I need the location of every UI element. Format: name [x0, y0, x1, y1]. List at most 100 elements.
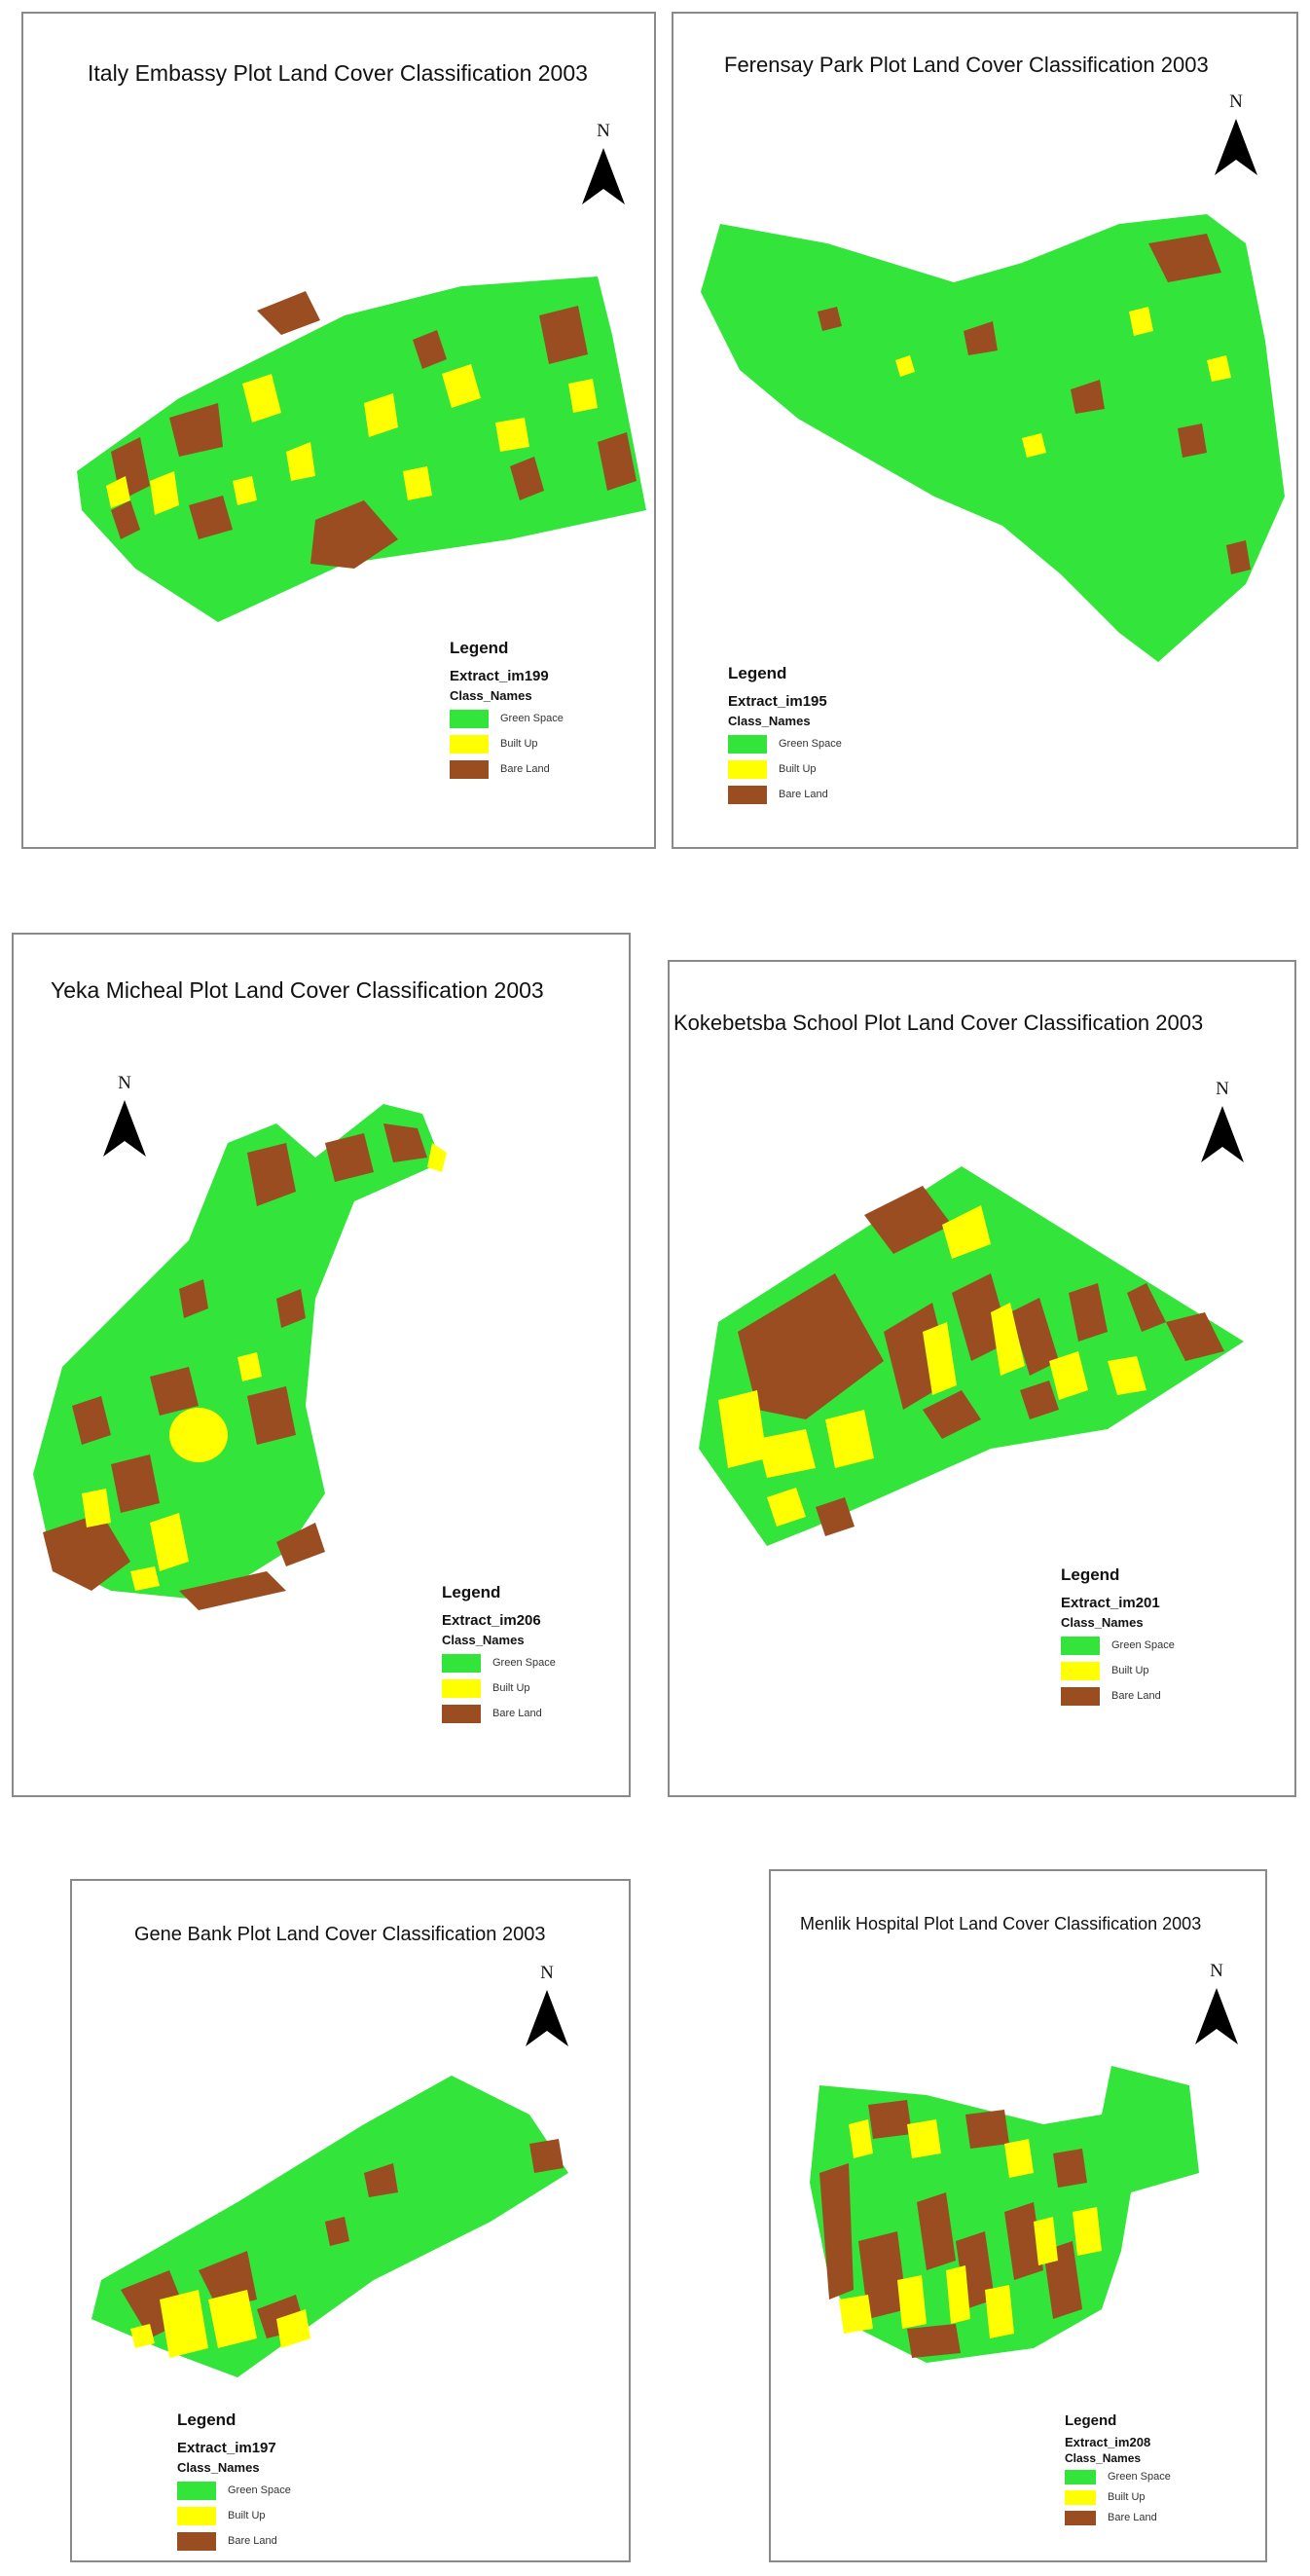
- north-arrow-icon: [526, 1990, 568, 2046]
- legend-label: Bare Land: [500, 763, 550, 775]
- map-panel-menlik-hospital: Menlik Hospital Plot Land Cover Classifi…: [769, 1869, 1267, 2562]
- map-panel-kokebetsba-school: Kokebetsba School Plot Land Cover Classi…: [668, 960, 1296, 1797]
- map-legend: Legend Extract_im206 Class_Names Green S…: [442, 1583, 556, 1723]
- north-label: N: [597, 121, 610, 141]
- legend-field-name: Class_Names: [1061, 1615, 1144, 1630]
- north-label: N: [1216, 1079, 1229, 1099]
- legend-layer-name: Extract_im206: [442, 1612, 541, 1629]
- legend-field-name: Class_Names: [728, 714, 811, 728]
- legend-label: Built Up: [500, 738, 538, 750]
- legend-layer-name: Extract_im199: [450, 668, 549, 684]
- north-arrow: N: [526, 1963, 568, 2056]
- map-legend: Legend Extract_im208 Class_Names Green S…: [1065, 2412, 1171, 2526]
- legend-layer-name: Extract_im195: [728, 693, 827, 710]
- land-cover-map: [77, 276, 646, 622]
- legend-swatch: [1065, 2469, 1096, 2484]
- legend-item: Bare Land: [177, 2531, 291, 2551]
- legend-swatch: [728, 785, 767, 804]
- legend-layer-name: Extract_im208: [1065, 2435, 1151, 2449]
- legend-field-name: Class_Names: [1065, 2451, 1142, 2465]
- legend-field-name: Class_Names: [177, 2460, 260, 2475]
- legend-swatch: [450, 734, 489, 754]
- legend-label: Built Up: [1108, 2491, 1146, 2503]
- legend-title: Legend: [1061, 1565, 1120, 1584]
- north-arrow: N: [103, 1073, 146, 1166]
- legend-label: Bare Land: [228, 2535, 277, 2547]
- legend-swatch: [728, 734, 767, 754]
- map-title: Yeka Micheal Plot Land Cover Classificat…: [51, 977, 544, 1003]
- legend-item: Bare Land: [728, 785, 842, 804]
- legend-title: Legend: [1065, 2412, 1117, 2429]
- legend-label: Bare Land: [492, 1708, 542, 1719]
- legend-item: Built Up: [728, 759, 842, 779]
- legend-title: Legend: [177, 2410, 237, 2429]
- north-label: N: [118, 1073, 131, 1093]
- legend-layer-name: Extract_im201: [1061, 1595, 1160, 1611]
- map-legend: Legend Extract_im195 Class_Names Green S…: [728, 664, 842, 804]
- north-label: N: [1210, 1961, 1223, 1981]
- legend-label: Bare Land: [779, 789, 828, 800]
- legend-swatch: [450, 759, 489, 779]
- legend-swatch: [1065, 2510, 1096, 2525]
- north-arrow: N: [1195, 1961, 1238, 2054]
- legend-label: Bare Land: [1108, 2512, 1157, 2523]
- legend-label: Built Up: [1111, 1665, 1149, 1676]
- legend-item: Green Space: [1061, 1636, 1175, 1655]
- land-cover-map: [699, 1166, 1244, 1546]
- legend-label: Green Space: [779, 738, 842, 750]
- legend-field-name: Class_Names: [442, 1633, 525, 1647]
- legend-swatch: [442, 1704, 481, 1723]
- north-arrow: N: [582, 121, 625, 214]
- map-title: Gene Bank Plot Land Cover Classification…: [134, 1924, 546, 1945]
- legend-swatch: [442, 1653, 481, 1673]
- legend-label: Built Up: [492, 1682, 530, 1694]
- legend-swatch: [177, 2481, 216, 2500]
- legend-swatch: [177, 2506, 216, 2525]
- legend-swatch: [728, 759, 767, 779]
- map-title: Ferensay Park Plot Land Cover Classifica…: [724, 53, 1209, 77]
- legend-title: Legend: [442, 1583, 501, 1601]
- map-title: Italy Embassy Plot Land Cover Classifica…: [88, 60, 588, 86]
- legend-item: Built Up: [1061, 1661, 1175, 1680]
- map-panel-italy-embassy: Italy Embassy Plot Land Cover Classifica…: [21, 12, 656, 849]
- legend-item: Green Space: [728, 734, 842, 754]
- legend-item: Built Up: [450, 734, 564, 754]
- legend-item: Bare Land: [1065, 2509, 1171, 2526]
- land-cover-map: [91, 2076, 568, 2377]
- legend-swatch: [450, 709, 489, 728]
- north-arrow-icon: [103, 1100, 146, 1157]
- map-legend: Legend Extract_im199 Class_Names Green S…: [450, 639, 564, 779]
- map-title: Menlik Hospital Plot Land Cover Classifi…: [800, 1914, 1202, 1933]
- legend-item: Bare Land: [450, 759, 564, 779]
- north-label: N: [1229, 92, 1243, 112]
- legend-title: Legend: [728, 664, 787, 682]
- north-arrow-icon: [1215, 119, 1257, 175]
- legend-label: Bare Land: [1111, 1690, 1161, 1702]
- legend-swatch: [177, 2531, 216, 2551]
- legend-item: Built Up: [1065, 2488, 1171, 2506]
- legend-label: Built Up: [779, 763, 817, 775]
- north-arrow: N: [1201, 1079, 1244, 1172]
- legend-label: Green Space: [500, 713, 564, 724]
- land-cover-map: [701, 214, 1285, 662]
- north-arrow-icon: [1201, 1106, 1244, 1162]
- legend-swatch: [1065, 2489, 1096, 2505]
- legend-field-name: Class_Names: [450, 688, 532, 703]
- map-panel-gene-bank: Gene Bank Plot Land Cover Classification…: [70, 1879, 631, 2562]
- legend-item: Green Space: [1065, 2468, 1171, 2485]
- legend-item: Green Space: [442, 1653, 556, 1673]
- legend-title: Legend: [450, 639, 509, 657]
- north-arrow-icon: [1195, 1988, 1238, 2044]
- land-cover-map: [33, 1104, 447, 1610]
- legend-item: Green Space: [177, 2481, 291, 2500]
- land-cover-map: [810, 2066, 1199, 2363]
- legend-item: Green Space: [450, 709, 564, 728]
- north-arrow-icon: [582, 148, 625, 204]
- legend-label: Green Space: [228, 2484, 291, 2496]
- legend-swatch: [1061, 1661, 1100, 1680]
- legend-item: Bare Land: [442, 1704, 556, 1723]
- legend-swatch: [1061, 1686, 1100, 1706]
- map-legend: Legend Extract_im197 Class_Names Green S…: [177, 2410, 291, 2551]
- legend-label: Green Space: [1111, 1639, 1175, 1651]
- legend-label: Green Space: [1108, 2471, 1171, 2483]
